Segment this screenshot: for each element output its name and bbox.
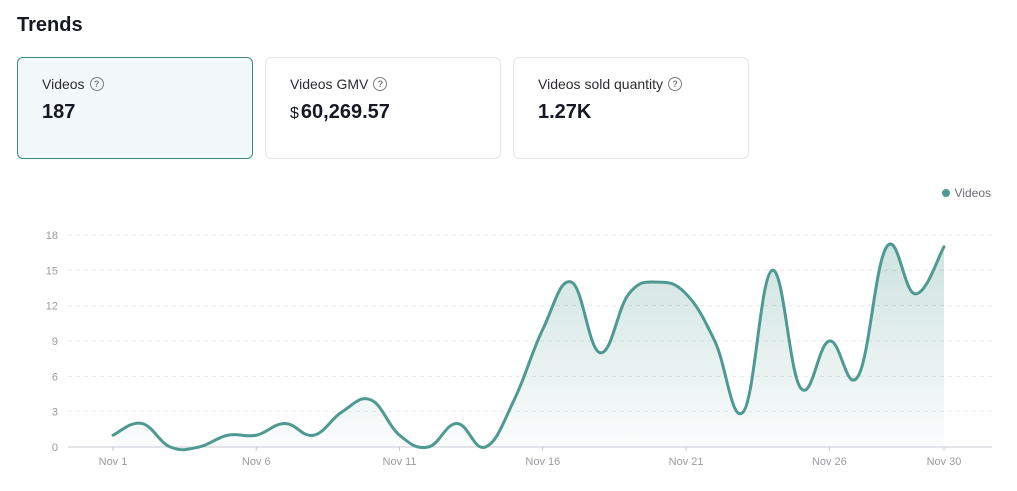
x-tick-label: Nov 26 xyxy=(812,456,847,468)
videos-gmv-card[interactable]: Videos GMV ? $60,269.57 xyxy=(265,57,501,159)
page-title: Trends xyxy=(17,14,83,36)
data-point[interactable] xyxy=(825,337,833,345)
legend-label: Videos xyxy=(954,186,991,200)
data-point[interactable] xyxy=(138,419,146,427)
series-area-videos xyxy=(113,244,944,450)
videos-card-number: 187 xyxy=(42,101,76,123)
videos-sold-quantity-card-label-row: Videos sold quantity ? xyxy=(538,76,724,92)
videos-card-value: 187 xyxy=(42,101,228,124)
y-tick-label: 9 xyxy=(52,336,58,348)
data-point[interactable] xyxy=(482,443,490,451)
videos-sold-quantity-card[interactable]: Videos sold quantity ? 1.27K xyxy=(513,57,749,159)
data-point[interactable] xyxy=(367,396,375,404)
y-tick-label: 15 xyxy=(46,265,58,277)
x-tick-label: Nov 30 xyxy=(927,456,962,468)
data-point[interactable] xyxy=(281,419,289,427)
metric-cards: Videos ? 187 Videos GMV ? $60,269.57 Vid… xyxy=(17,57,749,159)
videos-gmv-card-label: Videos GMV xyxy=(290,76,369,92)
help-icon[interactable]: ? xyxy=(373,77,388,91)
data-point[interactable] xyxy=(539,325,547,333)
videos-card[interactable]: Videos ? 187 xyxy=(17,57,253,159)
y-tick-label: 12 xyxy=(46,301,58,313)
data-point[interactable] xyxy=(224,431,232,439)
help-icon[interactable]: ? xyxy=(668,77,683,91)
data-point[interactable] xyxy=(195,443,203,451)
y-tick-label: 0 xyxy=(52,442,58,454)
videos-gmv-card-label-row: Videos GMV ? xyxy=(290,76,476,92)
series-line-videos[interactable] xyxy=(111,242,946,452)
data-point[interactable] xyxy=(567,278,575,286)
videos-gmv-card-number: 60,269.57 xyxy=(300,101,390,123)
data-point[interactable] xyxy=(109,431,117,439)
y-tick-label: 18 xyxy=(46,230,58,242)
x-tick-label: Nov 11 xyxy=(383,456,417,468)
data-point[interactable] xyxy=(310,431,318,439)
data-point[interactable] xyxy=(739,408,747,416)
data-point[interactable] xyxy=(682,290,690,298)
x-tick-label: Nov 1 xyxy=(99,456,128,468)
currency-symbol: $ xyxy=(290,105,299,122)
data-point[interactable] xyxy=(911,290,919,298)
videos-gmv-card-value: $60,269.57 xyxy=(290,101,476,124)
data-point[interactable] xyxy=(510,396,518,404)
data-point[interactable] xyxy=(768,266,776,274)
x-tick-label: Nov 16 xyxy=(525,456,560,468)
videos-sold-quantity-card-number: 1.27K xyxy=(538,101,592,123)
x-tick-label: Nov 6 xyxy=(242,456,271,468)
videos-card-label-row: Videos ? xyxy=(42,76,228,92)
data-point[interactable] xyxy=(424,443,432,451)
videos-sold-quantity-card-label: Videos sold quantity xyxy=(538,76,664,92)
data-point[interactable] xyxy=(625,290,633,298)
data-point[interactable] xyxy=(883,243,891,251)
data-point[interactable] xyxy=(396,431,404,439)
data-point[interactable] xyxy=(338,408,346,416)
data-point[interactable] xyxy=(252,431,260,439)
y-tick-label: 3 xyxy=(52,407,58,419)
videos-card-label: Videos xyxy=(42,76,85,92)
data-point[interactable] xyxy=(453,419,461,427)
data-point[interactable] xyxy=(797,384,805,392)
x-tick-label: Nov 21 xyxy=(669,456,704,468)
legend-dot-icon xyxy=(941,189,950,197)
y-tick-label: 6 xyxy=(52,371,58,383)
data-point[interactable] xyxy=(596,349,604,357)
videos-sold-quantity-card-value: 1.27K xyxy=(538,101,724,124)
data-point[interactable] xyxy=(711,337,719,345)
help-icon[interactable]: ? xyxy=(89,77,104,91)
data-point[interactable] xyxy=(940,243,948,251)
data-point[interactable] xyxy=(653,278,661,286)
data-point[interactable] xyxy=(166,443,174,451)
chart-legend[interactable]: Videos xyxy=(941,186,991,200)
data-point[interactable] xyxy=(854,372,862,380)
